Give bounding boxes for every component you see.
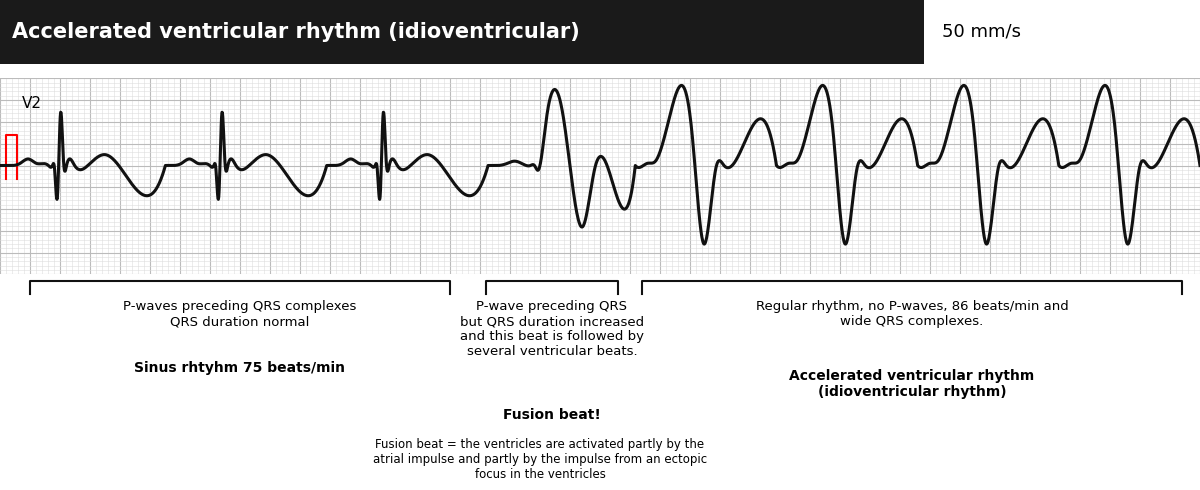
Bar bbox=[0, 0, 924, 64]
Text: Sinus rhtyhm 75 beats/min: Sinus rhtyhm 75 beats/min bbox=[134, 361, 346, 375]
Bar bbox=[924, 0, 1200, 64]
Text: Regular rhythm, no P-waves, 86 beats/min and
wide QRS complexes.: Regular rhythm, no P-waves, 86 beats/min… bbox=[756, 300, 1068, 328]
Text: Fusion beat!: Fusion beat! bbox=[503, 408, 601, 422]
Text: Fusion beat = the ventricles are activated partly by the
atrial impulse and part: Fusion beat = the ventricles are activat… bbox=[373, 438, 707, 481]
Text: Accelerated ventricular rhythm (idioventricular): Accelerated ventricular rhythm (idiovent… bbox=[12, 22, 580, 42]
Text: 50 mm/s: 50 mm/s bbox=[942, 23, 1021, 41]
Text: Accelerated ventricular rhythm
(idioventricular rhythm): Accelerated ventricular rhythm (idiovent… bbox=[790, 369, 1034, 399]
Text: P-wave preceding QRS
but QRS duration increased
and this beat is followed by
sev: P-wave preceding QRS but QRS duration in… bbox=[460, 300, 644, 358]
Text: P-waves preceding QRS complexes
QRS duration normal: P-waves preceding QRS complexes QRS dura… bbox=[124, 300, 356, 328]
Text: V2: V2 bbox=[22, 96, 42, 111]
